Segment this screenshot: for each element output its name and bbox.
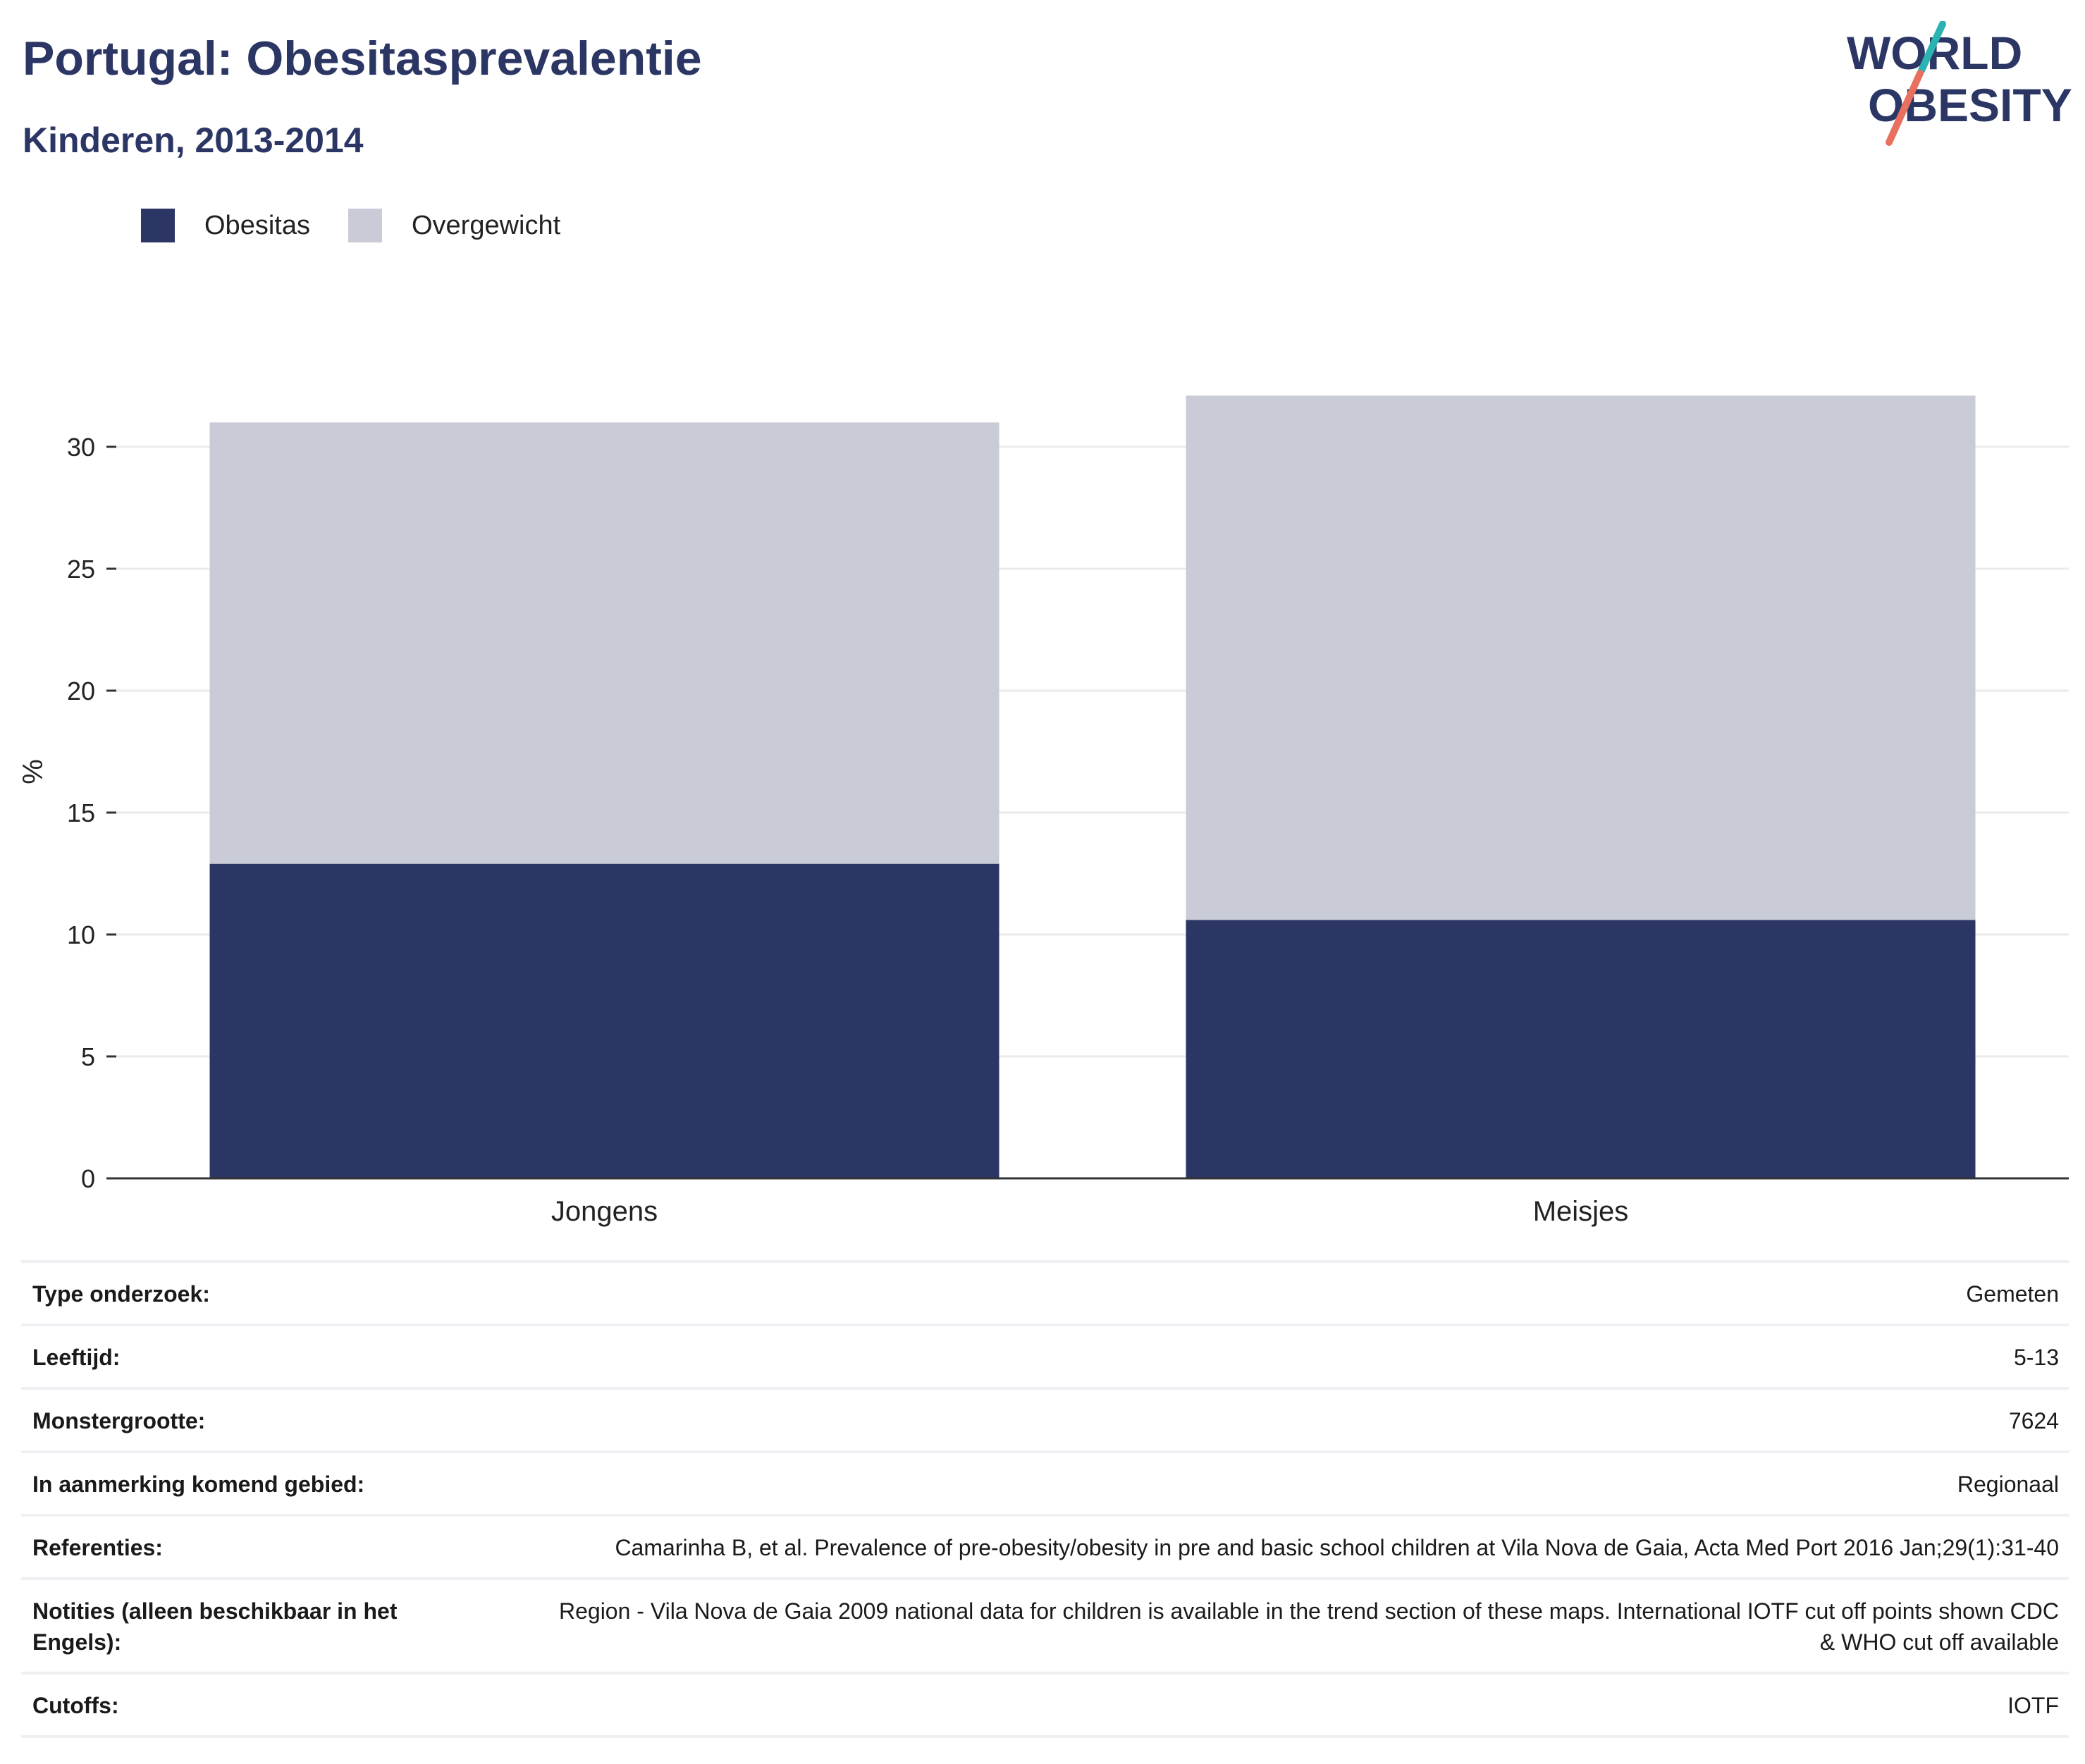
chart-subtitle: Kinderen, 2013-2014 [23, 121, 364, 160]
logo-teal-stroke [1918, 21, 1946, 74]
details-row: Cutoffs: IOTF [21, 1672, 2069, 1738]
bar-overgewicht-meisjes [1186, 395, 1976, 920]
y-tick-label: 10 [67, 920, 95, 949]
details-row: Notities (alleen beschikbaar in het Enge… [21, 1577, 2069, 1672]
y-tick-label: 20 [67, 677, 95, 705]
logo-line2: OBESITY [1868, 79, 2072, 131]
details-label: In aanmerking komend gebied: [32, 1472, 365, 1497]
bar-obesitas-jongens [209, 863, 1000, 1178]
x-tick-label: Meisjes [1533, 1196, 1629, 1227]
y-tick-label: 30 [67, 433, 95, 462]
legend-item-overgewicht[interactable]: Overgewicht [348, 209, 560, 242]
details-label: Notities (alleen beschikbaar in het Enge… [32, 1598, 398, 1655]
y-tick-label: 0 [81, 1164, 95, 1193]
details-label: Leeftijd: [32, 1345, 121, 1370]
bar-obesitas-meisjes [1186, 920, 1976, 1178]
details-row: Referenties: Camarinha B, et al. Prevalen… [21, 1514, 2069, 1577]
x-tick-label: Jongens [551, 1196, 658, 1227]
details-row: Type onderzoek: Gemeten [21, 1260, 2069, 1324]
legend-item-obesitas[interactable]: Obesitas [141, 209, 310, 242]
legend-label-overgewicht: Overgewicht [411, 210, 561, 240]
y-tick-label: 5 [81, 1042, 95, 1071]
details-value: Regionaal [1957, 1472, 2059, 1497]
bar-overgewicht-jongens [209, 422, 1000, 864]
y-axis-label: % [18, 759, 49, 784]
details-value: 7624 [2008, 1408, 2059, 1433]
details-value: IOTF [2007, 1693, 2059, 1718]
details-value: 5-13 [2013, 1345, 2059, 1370]
legend-label-obesitas: Obesitas [204, 210, 310, 240]
legend-swatch-overgewicht [348, 209, 382, 242]
chart-title: Portugal: Obesitasprevalentie [23, 32, 702, 85]
details-label: Cutoffs: [32, 1693, 119, 1718]
details-row: Monstergrootte: 7624 [21, 1387, 2069, 1450]
details-row: Leeftijd: 5-13 [21, 1324, 2069, 1387]
logo-coral-stroke [1886, 70, 1924, 146]
details-label: Monstergrootte: [32, 1408, 206, 1433]
details-value: Camarinha B, et al. Prevalence of pre-ob… [615, 1535, 2059, 1560]
y-tick-label: 15 [67, 798, 95, 827]
bar-chart: 0 5 10 15 20 25 30% Jongens Meisjes [18, 395, 2069, 1227]
y-tick-label: 25 [67, 555, 95, 584]
world-obesity-logo: WORLD OBESITY [1847, 21, 2072, 146]
chart-legend: Obesitas Overgewicht [141, 209, 598, 242]
details-row: In aanmerking komend gebied: Regionaal [21, 1450, 2069, 1514]
legend-swatch-obesitas [141, 209, 175, 242]
details-value: Gemeten [1966, 1281, 2059, 1307]
details-label: Type onderzoek: [32, 1281, 210, 1307]
details-label: Referenties: [32, 1535, 163, 1560]
details-value: Region - Vila Nova de Gaia 2009 national… [558, 1598, 2059, 1655]
details-table: Type onderzoek: Gemeten Leeftijd: 5-13 Monst… [21, 1260, 2069, 1738]
